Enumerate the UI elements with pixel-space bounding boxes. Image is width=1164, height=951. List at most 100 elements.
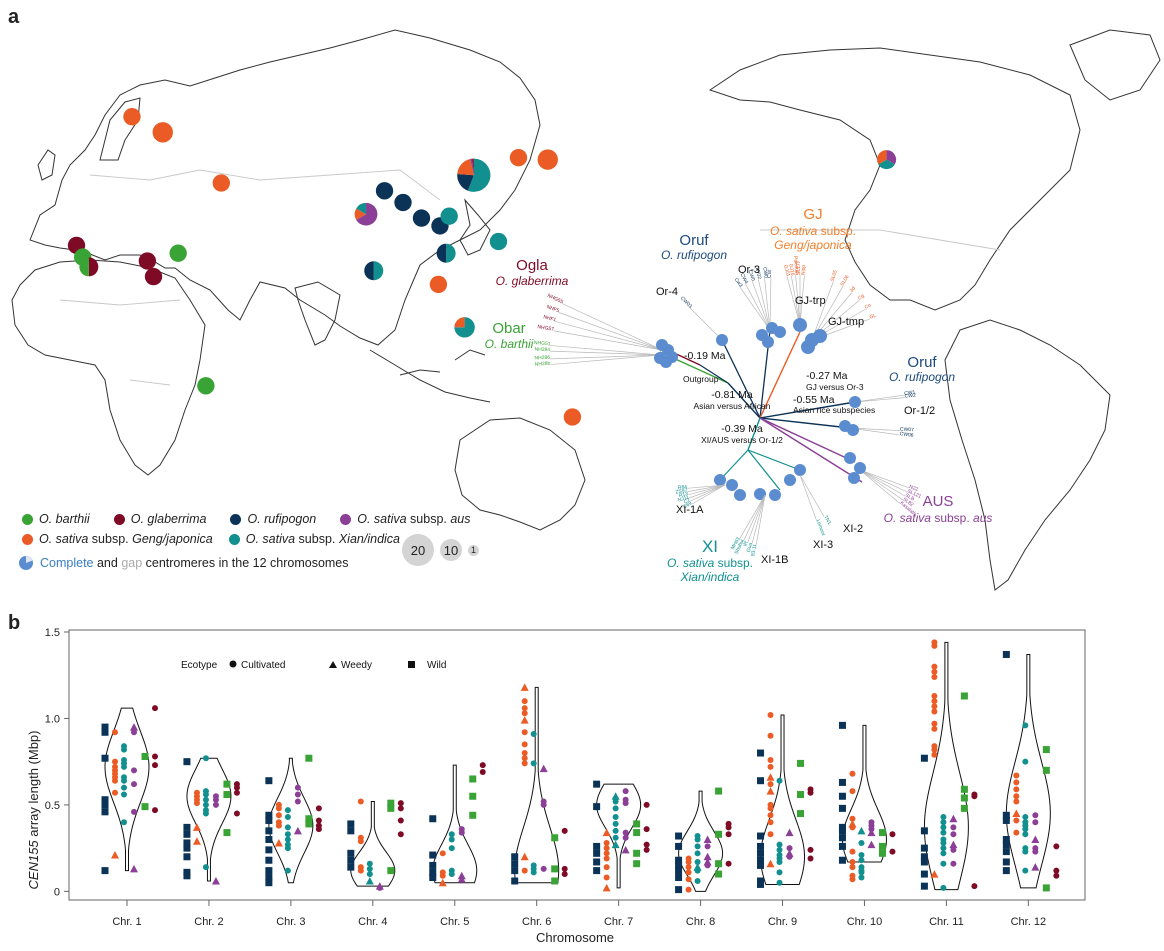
point-japonica <box>192 837 201 845</box>
map-pie-sri-lanka <box>364 261 384 281</box>
map-sample-points <box>67 108 897 426</box>
point-aus <box>950 846 957 853</box>
tree-branch <box>759 417 863 483</box>
pie-slice <box>88 257 99 277</box>
map-pie-china <box>457 158 491 192</box>
label-xi-name-line2: Xian/indica <box>680 570 740 584</box>
tree-leaf-branch <box>859 469 903 501</box>
point-japonica <box>849 876 856 883</box>
point-rufipogon <box>429 874 437 882</box>
pie-slice <box>373 261 384 281</box>
point-indica <box>284 824 291 831</box>
tree-leaf-branch <box>689 307 723 341</box>
point-indica <box>612 805 619 812</box>
tree-leaf-label: GJ16 <box>787 263 795 276</box>
point-indica <box>1022 867 1029 874</box>
point-indica <box>776 777 783 784</box>
point-rufipogon <box>757 749 765 757</box>
point-barthii <box>633 829 641 837</box>
tree-leaf-label: SLB <box>904 493 916 503</box>
point-aus <box>131 808 137 815</box>
point-indica <box>612 820 619 827</box>
point-glaberrima <box>1053 867 1060 874</box>
y-axis-label-rest: array length (Mbp) <box>26 731 41 841</box>
landmass-scandinavia <box>99 97 141 161</box>
point-barthii <box>305 820 313 828</box>
point-japonica <box>685 858 692 865</box>
tree-leaf-label: CW07 <box>900 427 914 434</box>
point-aus <box>704 843 711 850</box>
centromere-note-and: and <box>93 556 122 570</box>
label-xi-name-rest: subsp. <box>714 556 753 570</box>
point-japonica <box>767 831 774 838</box>
legend-label-japonica: O. sativa subsp. Geng/japonica <box>39 532 213 546</box>
point-indica <box>448 871 455 878</box>
ecotype-legend: Ecotype Cultivated Weedy Wild <box>181 660 446 671</box>
point-rufipogon <box>593 842 601 850</box>
clade-label-xi1a: XI-1A <box>676 504 704 516</box>
tree-leaf-label: Cw3 <box>733 277 744 289</box>
point-japonica <box>1013 779 1020 786</box>
point-japonica <box>521 750 528 757</box>
point-rufipogon <box>265 879 273 887</box>
pie-slice <box>436 243 447 263</box>
point-japonica <box>112 777 118 784</box>
point-indica <box>694 858 701 865</box>
violin-11 <box>923 641 969 891</box>
point-rufipogon <box>183 872 191 880</box>
tree-leaf-branch <box>854 397 905 403</box>
point-japonica <box>849 824 856 831</box>
point-japonica <box>931 673 938 680</box>
legend-triangle-icon <box>329 661 337 668</box>
point-japonica <box>521 729 528 736</box>
point-indica <box>530 760 537 767</box>
tree-node-xi <box>769 489 781 501</box>
point-rufipogon <box>757 856 765 864</box>
point-japonica <box>767 732 774 739</box>
point-japonica <box>767 781 774 788</box>
point-japonica <box>767 805 774 812</box>
tree-leaf-label: R13 <box>678 491 689 499</box>
legend-label-rufipogon: O. rufipogon <box>247 512 317 526</box>
point-indica <box>776 879 783 886</box>
pie-slice <box>886 150 897 165</box>
tree-leaf-label: NH284 <box>534 347 550 354</box>
point-rufipogon <box>838 792 846 800</box>
point-indica <box>530 869 537 876</box>
point-japonica <box>931 746 938 753</box>
tree-leaf-branch <box>790 275 801 326</box>
y-axis-label-italic: CEN155 <box>26 840 41 890</box>
label-gj-name: O. sativa subsp. <box>770 224 856 238</box>
label-aus-name-rest: subsp. <box>931 511 973 525</box>
legend-label-glaberrima: O. glaberrima <box>130 512 207 526</box>
point-rufipogon <box>429 861 437 869</box>
point-rufipogon <box>593 803 601 811</box>
point-indica <box>612 798 619 805</box>
map-pie-chad <box>169 244 187 262</box>
tree-leaf-branch <box>751 494 766 544</box>
x-tick-label: Chr. 2 <box>194 916 223 928</box>
label-gj-name-italic: O. sativa <box>770 224 818 238</box>
landmass-south-america <box>944 319 1111 591</box>
label-gj-name-line2: Geng/japonica <box>774 238 852 252</box>
point-aus <box>703 852 712 861</box>
plot-frame <box>68 629 1086 901</box>
point-glaberrima <box>807 789 814 796</box>
point-japonica <box>192 823 201 831</box>
size-scale-10-label: 10 <box>443 542 459 558</box>
point-rufipogon <box>838 856 846 864</box>
tree-branch <box>721 339 761 419</box>
point-indica <box>694 867 701 874</box>
point-japonica <box>602 828 611 837</box>
legend-label-aus: O. sativa subsp. aus <box>357 512 470 526</box>
panel-label-b: b <box>8 612 21 634</box>
map-pie-australia <box>563 408 582 426</box>
border-line <box>760 229 1001 251</box>
point-japonica <box>767 812 774 819</box>
point-rufipogon <box>593 858 601 866</box>
point-indica <box>612 814 619 821</box>
tree-leaf-label: NH286 <box>534 355 550 362</box>
centromere-note-complete: Complete <box>40 556 94 570</box>
point-barthii <box>633 860 641 868</box>
point-rufipogon <box>920 754 928 762</box>
